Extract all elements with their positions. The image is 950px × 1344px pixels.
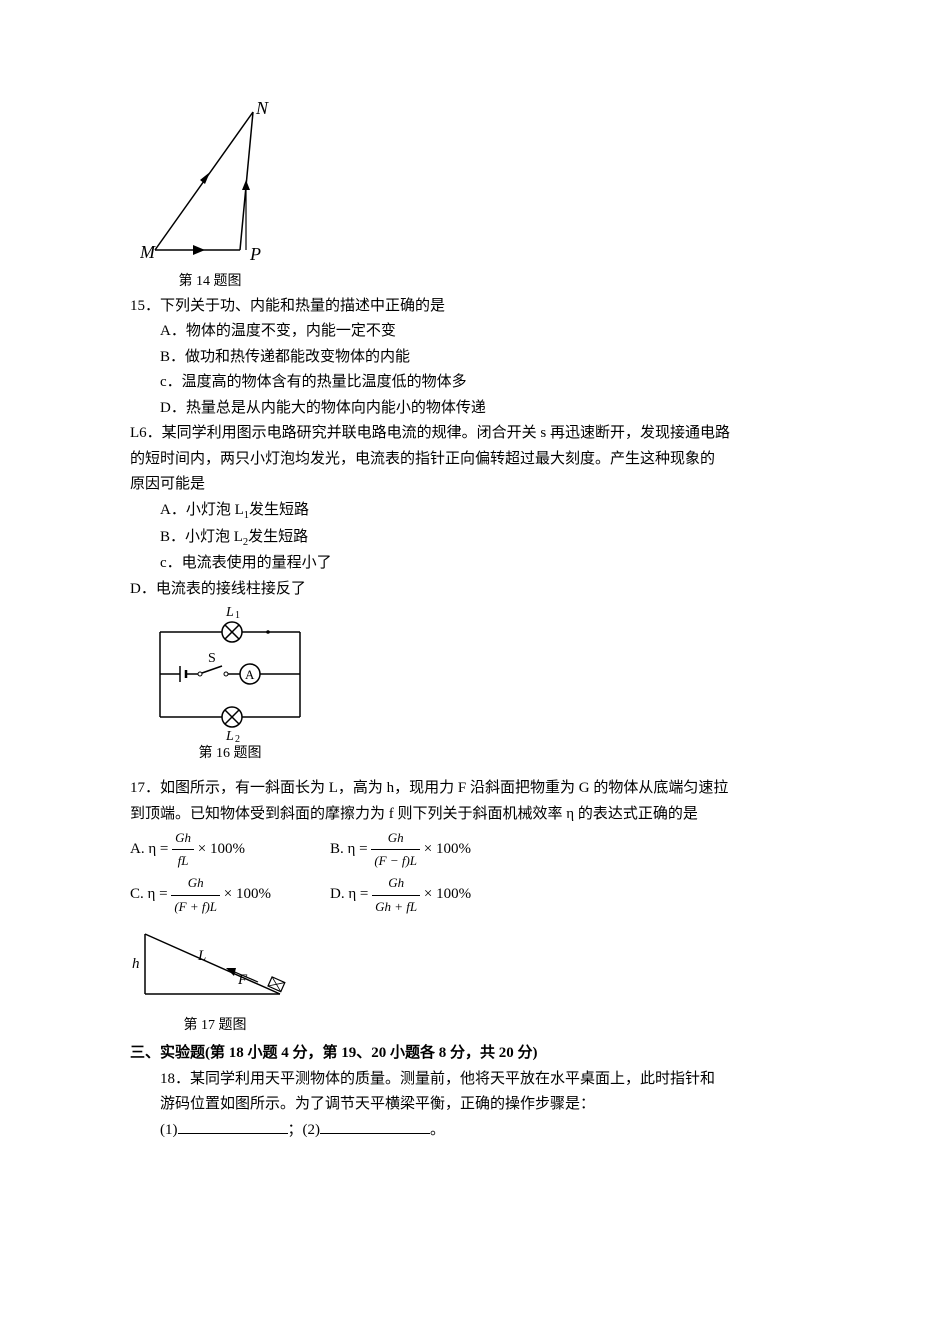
fig16-svg: A L 1 S L 2	[140, 602, 320, 742]
q16-b: B．小灯泡 L2发生短路	[130, 525, 830, 552]
q17-stem1: 17．如图所示，有一斜面长为 L，高为 h，现用力 F 沿斜面把物重为 G 的物…	[130, 776, 830, 802]
q17-optB: B. η = Gh(F − f)L × 100%	[330, 827, 530, 872]
q15-b: B．做功和热传递都能改变物体的内能	[130, 345, 830, 371]
q18-blank2[interactable]	[320, 1118, 430, 1134]
q18-blanks: (1)；(2)。	[130, 1118, 830, 1144]
fig16-caption: 第 16 题图	[140, 742, 320, 766]
q16-c: c．电流表使用的量程小了	[130, 551, 830, 577]
svg-text:N: N	[255, 100, 269, 118]
svg-text:2: 2	[235, 734, 240, 742]
svg-text:F: F	[237, 972, 248, 988]
q18-line1: 18．某同学利用天平测物体的质量。测量前，他将天平放在水平桌面上，此时指针和	[130, 1067, 830, 1093]
svg-text:1: 1	[235, 610, 240, 621]
svg-text:L: L	[225, 729, 234, 742]
q18-line2: 游码位置如图所示。为了调节天平横梁平衡，正确的操作步骤是：	[130, 1092, 830, 1118]
q15-d: D．热量总是从内能大的物体向内能小的物体传递	[130, 396, 830, 422]
svg-text:P: P	[249, 244, 261, 264]
fig14-caption: 第 14 题图	[140, 270, 280, 294]
fig17-caption: 第 17 题图	[130, 1014, 300, 1038]
fig17-container: L h F 第 17 题图	[130, 924, 830, 1038]
q17-stem2: 到顶端。已知物体受到斜面的摩擦力为 f 则下列关于斜面机械效率 η 的表达式正确…	[130, 802, 830, 828]
q16-stem3: 原因可能是	[130, 472, 830, 498]
fig14-svg: N M P	[140, 100, 280, 270]
q16-stem2: 的短时间内，两只小灯泡均发光，电流表的指针正向偏转超过最大刻度。产生这种现象的	[130, 447, 830, 473]
section3-header: 三、实验题(第 18 小题 4 分，第 19、20 小题各 8 分，共 20 分…	[130, 1041, 830, 1067]
svg-text:L: L	[225, 605, 234, 620]
svg-text:h: h	[132, 956, 140, 972]
svg-text:S: S	[208, 651, 216, 666]
q17-options-row2: C. η = Gh(F + f)L × 100% D. η = GhGh + f…	[130, 872, 830, 917]
q17-optD: D. η = GhGh + fL × 100%	[330, 872, 530, 917]
svg-text:L: L	[197, 948, 206, 964]
svg-text:M: M	[140, 242, 156, 262]
q17-optA: A. η = GhfL × 100%	[130, 827, 330, 872]
q15-a: A．物体的温度不变，内能一定不变	[130, 319, 830, 345]
q17-optC: C. η = Gh(F + f)L × 100%	[130, 872, 330, 917]
q15-stem: 15．下列关于功、内能和热量的描述中正确的是	[130, 294, 830, 320]
q18-blank1[interactable]	[178, 1118, 288, 1134]
q16-d: D．电流表的接线柱接反了	[130, 577, 830, 603]
fig14-container: N M P 第 14 题图	[140, 100, 830, 294]
q17-options-row1: A. η = GhfL × 100% B. η = Gh(F − f)L × 1…	[130, 827, 830, 872]
q16-a: A．小灯泡 L1发生短路	[130, 498, 830, 525]
fig16-container: A L 1 S L 2 第 16 题图	[140, 602, 830, 766]
fig17-svg: L h F	[130, 924, 300, 1014]
q16-stem1: L6．某同学利用图示电路研究并联电路电流的规律。闭合开关 s 再迅速断开，发现接…	[130, 421, 830, 447]
svg-text:A: A	[245, 667, 255, 682]
q15-c: c．温度高的物体含有的热量比温度低的物体多	[130, 370, 830, 396]
